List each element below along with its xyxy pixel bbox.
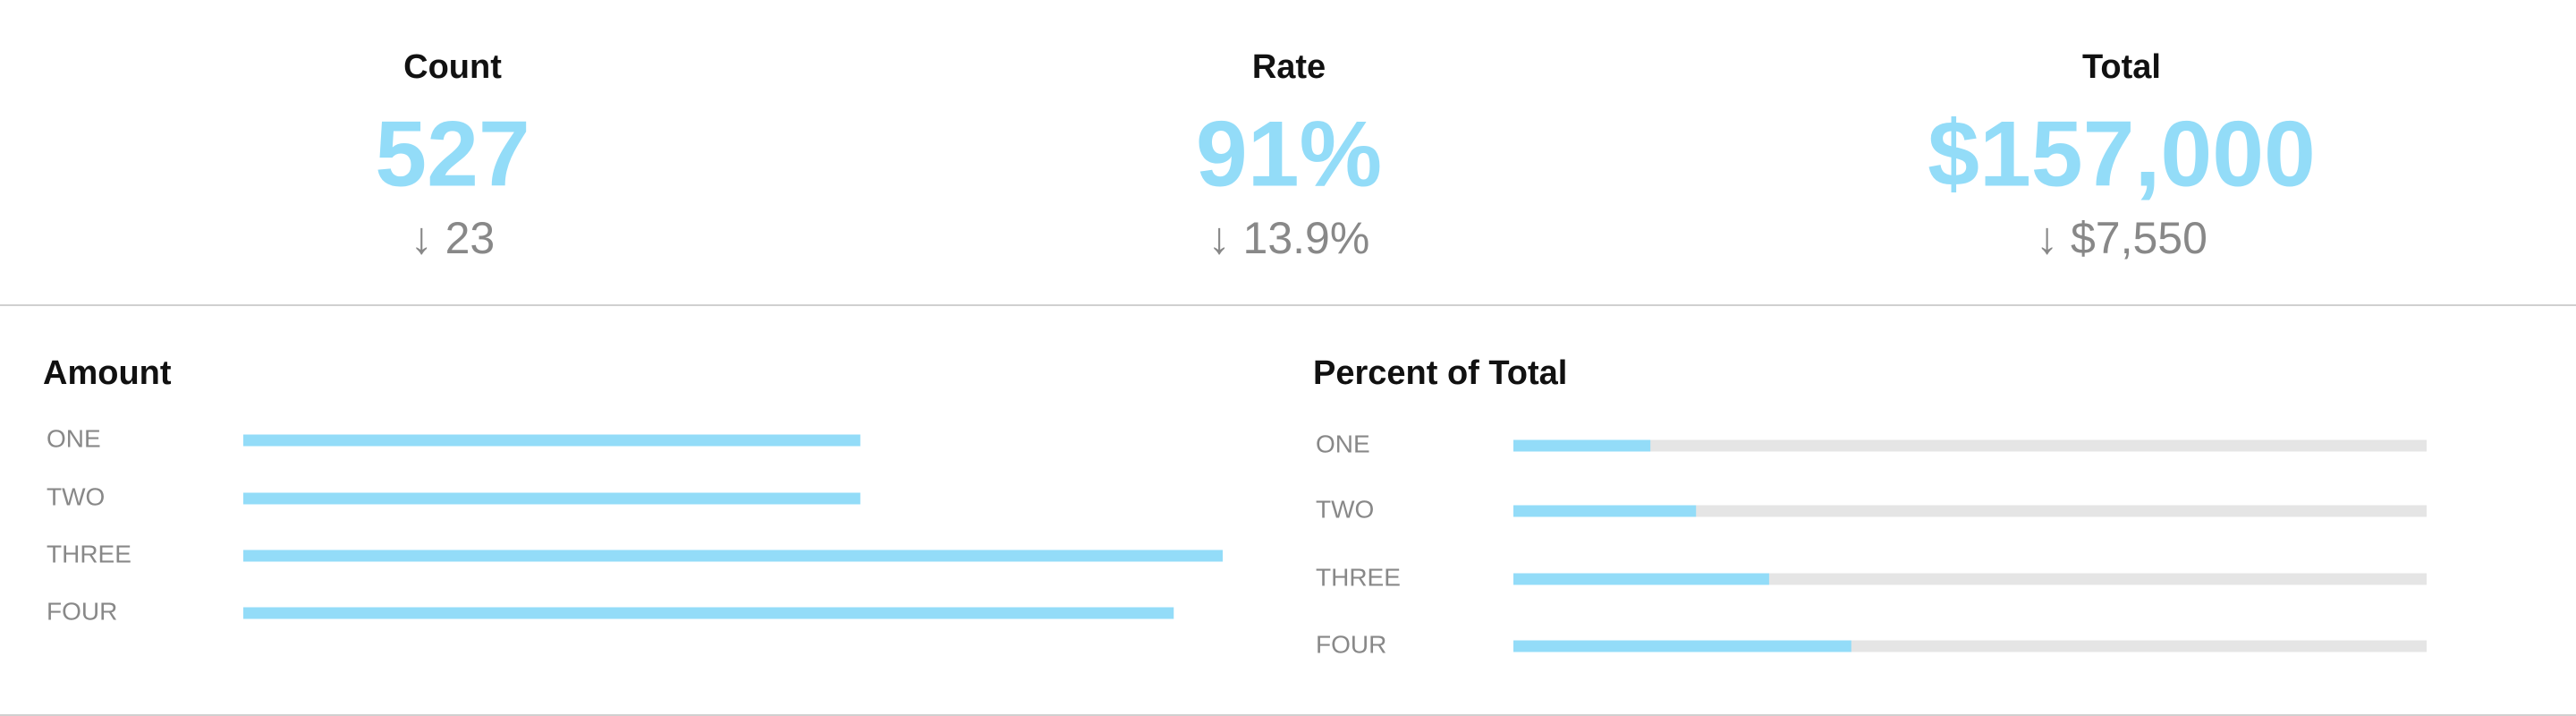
kpi-value: 91% (1196, 102, 1382, 206)
bar (243, 434, 860, 447)
kpi-title: Count (403, 48, 502, 86)
bar-track (1513, 439, 2427, 452)
bar (1513, 573, 1769, 585)
category-label: TWO (47, 482, 105, 510)
kpi-delta: ↓ 23 (411, 213, 496, 263)
kpi-title: Rate (1252, 48, 1326, 86)
kpi-value: 527 (375, 102, 530, 206)
bar (243, 550, 1223, 562)
category-label: FOUR (47, 597, 117, 625)
category-label: ONE (47, 424, 101, 452)
bar (1513, 640, 1852, 652)
bar (1513, 439, 1651, 452)
category-label: TWO (1316, 495, 1374, 523)
category-label: FOUR (1316, 630, 1386, 658)
category-label: THREE (47, 540, 131, 567)
category-label: THREE (1316, 563, 1401, 591)
category-label: ONE (1316, 430, 1370, 457)
bar-track (1513, 505, 2427, 517)
kpi-value: $157,000 (1928, 102, 2316, 206)
kpi-delta: ↓ $7,550 (2036, 213, 2207, 263)
bar (243, 492, 860, 505)
bar (243, 607, 1174, 619)
chart-title: Amount (43, 354, 172, 392)
kpi-title: Total (2082, 48, 2161, 86)
kpi-delta: ↓ 13.9% (1208, 213, 1370, 263)
bar (1513, 505, 1697, 517)
chart-title: Percent of Total (1313, 354, 1567, 392)
